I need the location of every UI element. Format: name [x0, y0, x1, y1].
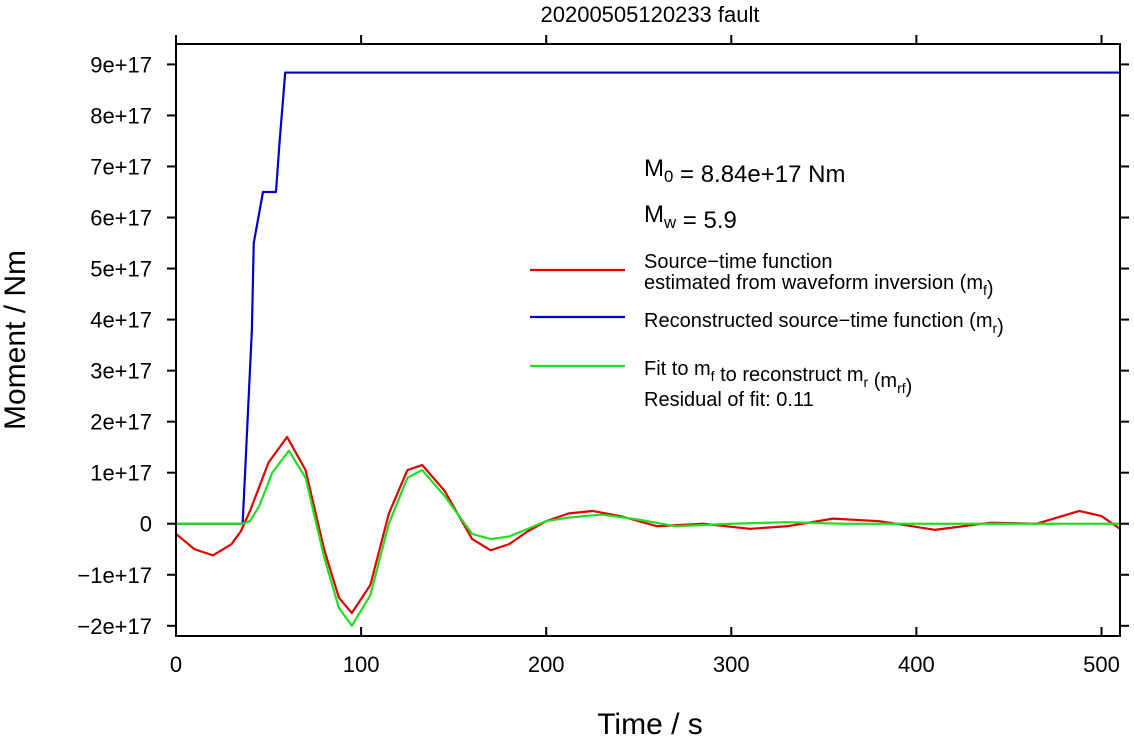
x-tick-label: 300 [713, 652, 750, 677]
x-axis-title: Time / s [597, 708, 703, 736]
y-tick-label: 7e+17 [90, 154, 152, 179]
y-tick-label: 1e+17 [90, 461, 152, 486]
y-tick-label: 3e+17 [90, 359, 152, 384]
chart-title: 20200505120233 fault [541, 2, 760, 27]
x-tick-label: 0 [170, 652, 182, 677]
y-tick-label: −1e+17 [77, 563, 152, 588]
annotation-m0: M0 = 8.84e+17 Nm [644, 155, 845, 188]
x-tick-label: 200 [528, 652, 565, 677]
y-tick-label: 9e+17 [90, 52, 152, 77]
plot-area [176, 71, 1120, 627]
x-tick-label: 100 [343, 652, 380, 677]
series-line-1 [176, 71, 1120, 525]
y-tick-label: 4e+17 [90, 308, 152, 333]
legend-label-1: Reconstructed source−time function (mr) [644, 310, 1004, 338]
series-line-2 [176, 449, 1120, 627]
y-tick-label: 8e+17 [90, 103, 152, 128]
series-line-0 [176, 435, 1120, 615]
y-tick-label: −2e+17 [77, 614, 152, 639]
annotation-residual: Residual of fit: 0.11 [644, 389, 814, 411]
annotation-mw: Mw = 5.9 [644, 201, 737, 234]
y-tick-label: 5e+17 [90, 257, 152, 282]
legend-label-0: Source−time function [644, 251, 832, 273]
x-tick-label: 500 [1083, 652, 1120, 677]
legend: M0 = 8.84e+17 Nm Mw = 5.9 Source−time func… [530, 155, 1004, 411]
legend-label-2: Fit to mf to reconstruct mr (mrf) [644, 358, 912, 398]
y-tick-label: 6e+17 [90, 206, 152, 231]
y-axis-title: Moment / Nm [0, 250, 32, 430]
legend-label-0: estimated from waveform inversion (mf) [644, 272, 994, 300]
axes: 0 100 200 300 400 500 −2e+17 −1e+17 0 1e+17 2e+17 3… [77, 35, 1129, 677]
x-tick-label: 400 [898, 652, 935, 677]
y-tick-label: 0 [140, 512, 152, 537]
plot-frame [175, 43, 1121, 637]
y-tick-label: 2e+17 [90, 410, 152, 435]
